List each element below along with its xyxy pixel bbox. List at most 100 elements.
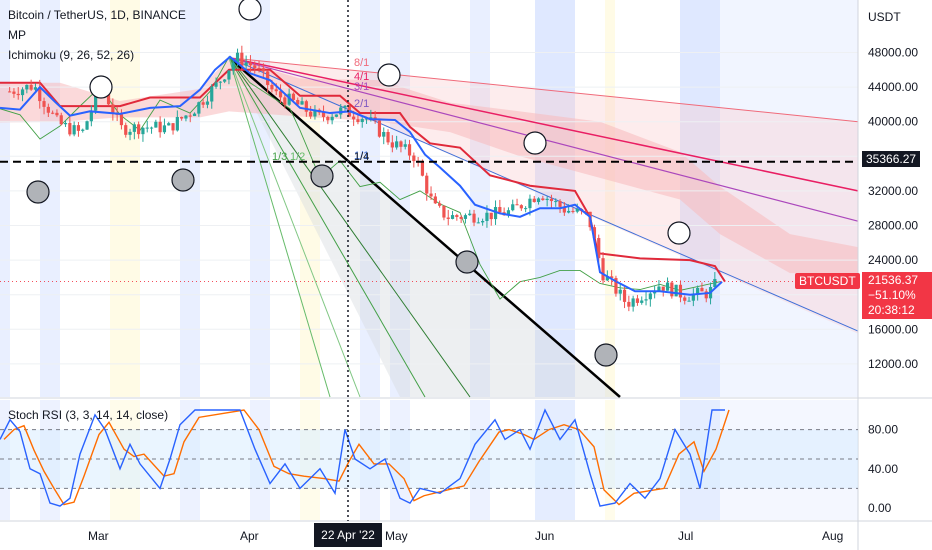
candle-body xyxy=(485,212,489,222)
candle-body xyxy=(154,121,158,128)
candle-body xyxy=(382,132,386,137)
candle-body xyxy=(605,276,609,281)
candle-body xyxy=(648,293,652,300)
candle-body xyxy=(89,110,93,122)
candle-body xyxy=(81,129,85,131)
candle-body xyxy=(334,114,339,117)
candle-body xyxy=(446,217,450,219)
candle-body xyxy=(463,215,468,219)
candle-body xyxy=(300,101,304,105)
candle-body xyxy=(231,62,235,71)
session-band xyxy=(180,0,200,397)
candle-body xyxy=(33,87,38,90)
candle-body xyxy=(420,162,425,176)
fan-label: 2/1 xyxy=(354,98,369,110)
candle-body xyxy=(468,213,472,216)
candle-body xyxy=(545,198,549,201)
candle-body xyxy=(313,109,317,117)
swing-marker xyxy=(667,221,691,245)
candle-body xyxy=(670,282,674,297)
candle-body xyxy=(210,86,214,102)
candle-body xyxy=(38,87,42,102)
ichimoku-base-line xyxy=(0,68,726,283)
price-tick: 24000.00 xyxy=(868,253,918,267)
candle-body xyxy=(597,238,601,259)
symbol-title: Bitcoin / TetherUS, 1D, BINANCE xyxy=(8,8,186,22)
fan-line xyxy=(228,57,859,332)
candle-body xyxy=(356,119,360,123)
swing-marker xyxy=(310,164,334,188)
candle-body xyxy=(76,125,81,131)
candle-body xyxy=(687,300,691,302)
candle-body xyxy=(653,291,657,294)
candle-body xyxy=(20,89,25,96)
candle-body xyxy=(12,91,16,94)
candle-body xyxy=(515,204,519,206)
fan-area-upper xyxy=(229,57,858,334)
price-tick: 12000.00 xyxy=(868,357,918,371)
indicator-ichimoku-label[interactable]: Ichimoku (9, 26, 52, 26) xyxy=(8,48,135,62)
candle-body xyxy=(704,291,708,299)
candle-body xyxy=(352,116,356,120)
candle-body xyxy=(622,289,627,302)
rsi-tick: 40.00 xyxy=(868,462,898,476)
candle-body xyxy=(321,112,326,117)
candle-body xyxy=(296,99,300,105)
candle-body xyxy=(253,65,257,69)
candle-body xyxy=(661,286,665,291)
candle-body xyxy=(25,84,29,90)
fan-line xyxy=(228,57,331,398)
candle-body xyxy=(158,121,162,133)
fan-line xyxy=(228,57,859,123)
candle-body xyxy=(266,71,270,85)
price-tick: 40000.00 xyxy=(868,115,918,129)
candle-body xyxy=(433,196,437,204)
candle-body xyxy=(489,212,493,220)
candle-body xyxy=(575,209,579,212)
candle-body xyxy=(111,104,115,114)
candle-body xyxy=(201,102,205,105)
fan-label: 1/4 xyxy=(354,151,369,163)
candle-body xyxy=(72,125,76,135)
candle-body xyxy=(188,115,192,117)
fan-line xyxy=(228,57,426,398)
session-band xyxy=(605,0,615,397)
session-band xyxy=(110,0,140,397)
candle-body xyxy=(386,132,390,143)
candle-body xyxy=(541,198,545,201)
fan-label: 8/1 xyxy=(354,57,369,69)
candle-body xyxy=(214,82,218,87)
candle-body xyxy=(691,293,695,301)
candle-body xyxy=(137,124,141,135)
candle-body xyxy=(459,216,463,219)
candle-body xyxy=(442,205,446,218)
rsi-tick: 80.00 xyxy=(868,423,898,437)
swing-marker xyxy=(594,343,618,367)
candle-body xyxy=(683,297,687,301)
candle-body xyxy=(171,123,175,131)
candle-body xyxy=(631,298,635,307)
indicator-mp-label[interactable]: MP xyxy=(8,28,26,42)
bar-countdown: 20:38:12 xyxy=(868,303,915,317)
candle-body xyxy=(524,208,528,210)
swing-marker xyxy=(238,0,262,21)
candle-body xyxy=(627,301,631,307)
candle-body xyxy=(549,198,554,202)
stoch-d-line xyxy=(3,409,730,506)
candle-body xyxy=(240,52,244,66)
candle-body xyxy=(493,207,498,220)
candle-body xyxy=(106,91,111,105)
stoch-rsi-title[interactable]: Stoch RSI (3, 3, 14, 14, close) xyxy=(8,408,169,422)
stoch-k-line xyxy=(0,408,725,507)
candle-body xyxy=(640,300,644,303)
candle-body xyxy=(94,91,98,111)
candle-body xyxy=(304,101,308,112)
candle-body xyxy=(377,120,382,137)
fan-line xyxy=(228,56,621,398)
price-tick: 16000.00 xyxy=(868,322,918,336)
candle-body xyxy=(554,201,558,203)
candle-body xyxy=(455,215,459,217)
candle-body xyxy=(678,284,683,298)
candle-body xyxy=(128,131,132,135)
